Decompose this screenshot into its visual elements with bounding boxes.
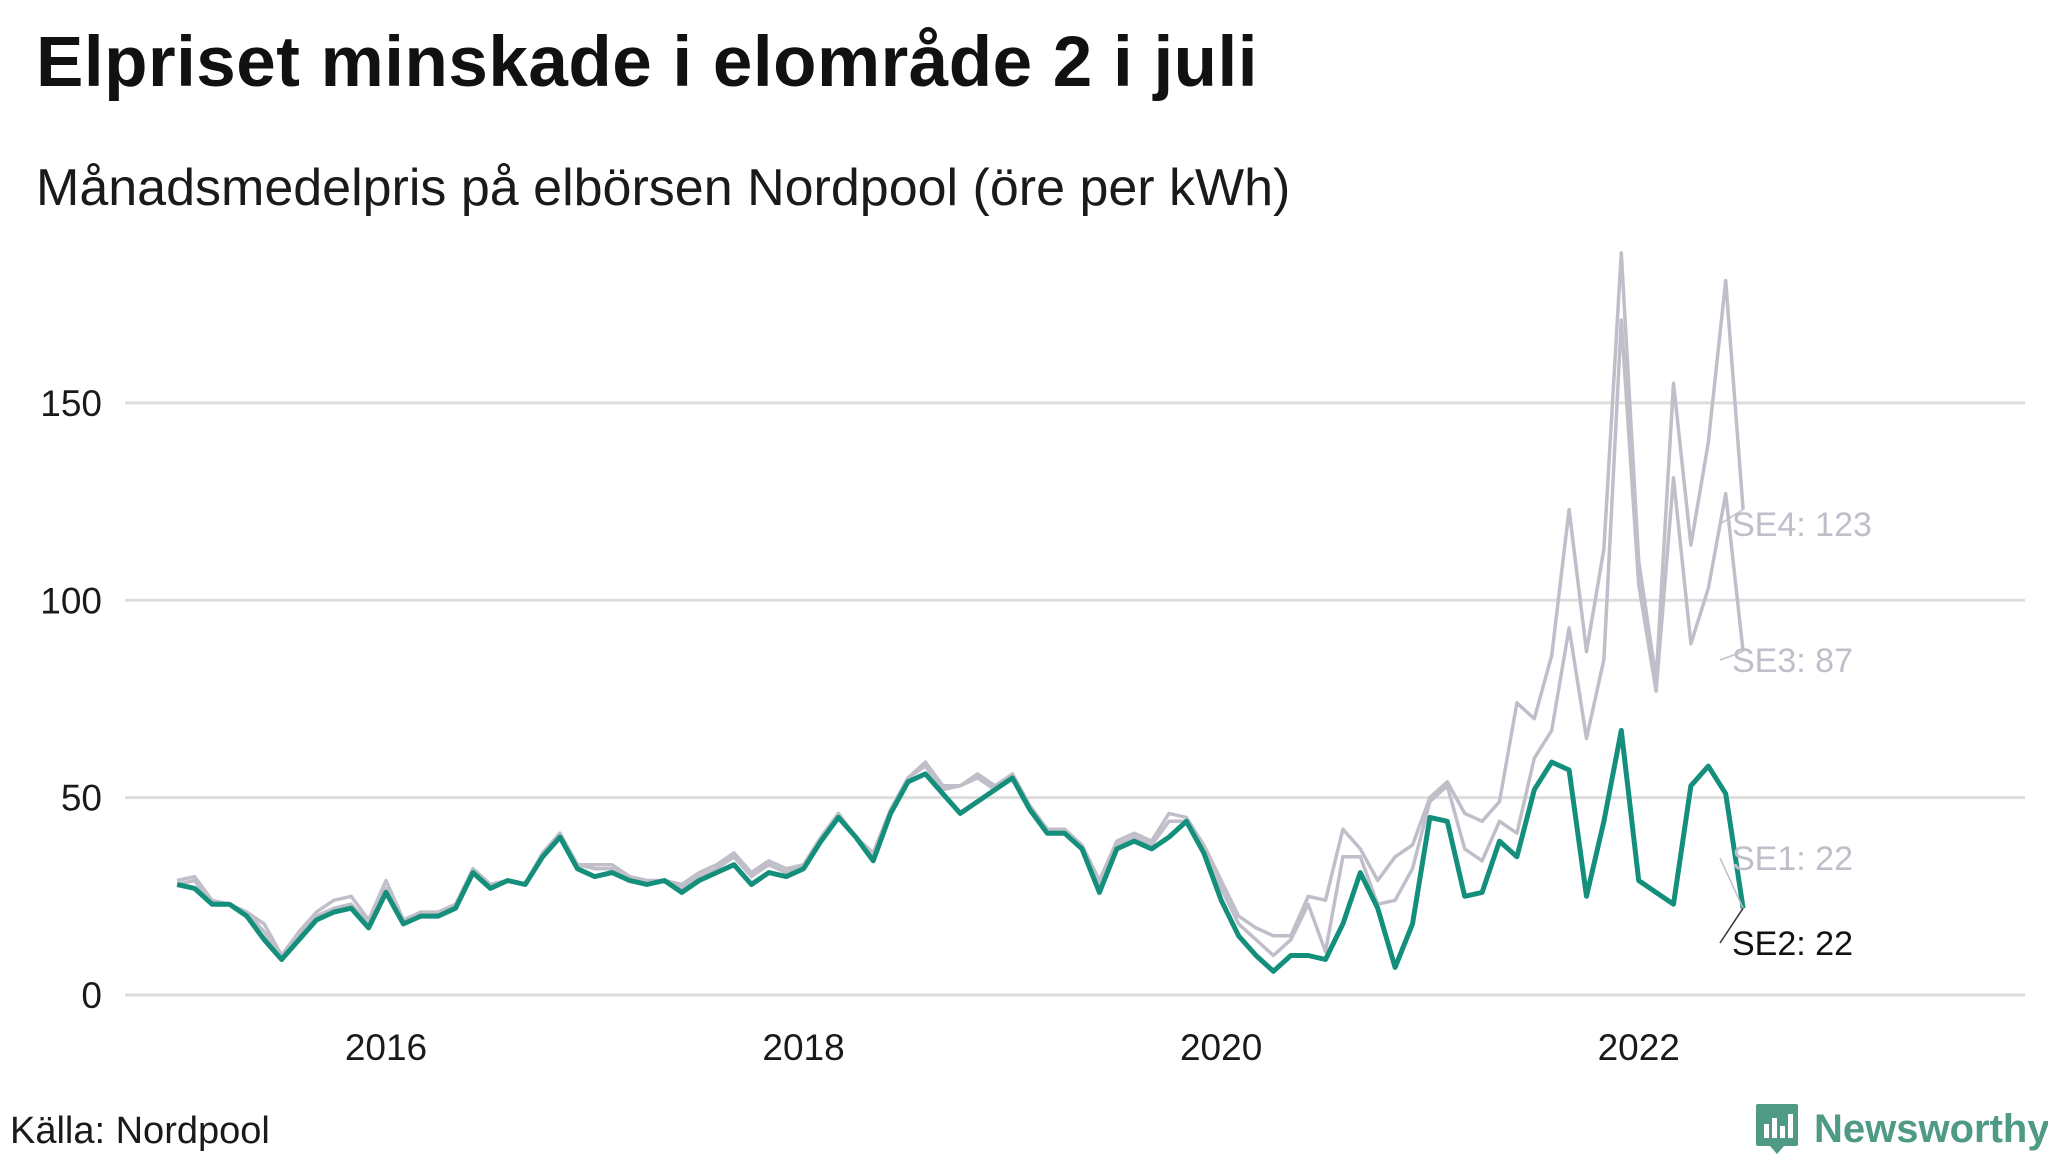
end-label-leader-se2 xyxy=(1719,907,1744,944)
chart-title: Elpriset minskade i elområde 2 i juli xyxy=(36,23,1258,102)
x-tick-label: 2016 xyxy=(345,1027,427,1068)
end-label-leader-se3 xyxy=(1719,650,1744,661)
source-note: Källa: Nordpool xyxy=(10,1110,270,1152)
brand-name: Newsworthy xyxy=(1814,1106,2048,1151)
chart-subtitle: Månadsmedelpris på elbörsen Nordpool (ör… xyxy=(36,159,1291,217)
x-tick-label: 2022 xyxy=(1598,1027,1680,1068)
end-label-se1: SE1: 22 xyxy=(1732,840,1853,878)
end-label-leader-se4 xyxy=(1719,508,1744,525)
end-label-leader-se1 xyxy=(1719,857,1744,909)
x-tick-label: 2020 xyxy=(1180,1027,1262,1068)
x-tick-label: 2018 xyxy=(762,1027,844,1068)
newsworthy-logo-icon xyxy=(1756,1104,1798,1154)
end-label-se4: SE4: 123 xyxy=(1732,506,1872,544)
y-tick-label: 150 xyxy=(40,383,102,424)
x-axis-ticks: 2016 2018 2020 2022 xyxy=(345,1027,1680,1068)
end-label-se2: SE2: 22 xyxy=(1732,925,1853,963)
end-label-se3: SE3: 87 xyxy=(1732,642,1853,680)
series-line-se2 xyxy=(176,728,1746,974)
y-tick-label: 0 xyxy=(81,975,102,1016)
series-line-se3 xyxy=(176,318,1745,962)
y-axis-ticks: 0 50 100 150 xyxy=(40,383,102,1016)
y-tick-label: 50 xyxy=(61,778,102,819)
brand-logo[interactable]: Newsworthy xyxy=(1754,1102,2048,1156)
end-labels: SE4: 123 SE3: 87 SE1: 22 SE2: 22 xyxy=(1719,506,1872,963)
y-tick-label: 100 xyxy=(40,580,102,621)
series-lines xyxy=(176,251,1746,974)
grid-lines xyxy=(125,401,2025,997)
